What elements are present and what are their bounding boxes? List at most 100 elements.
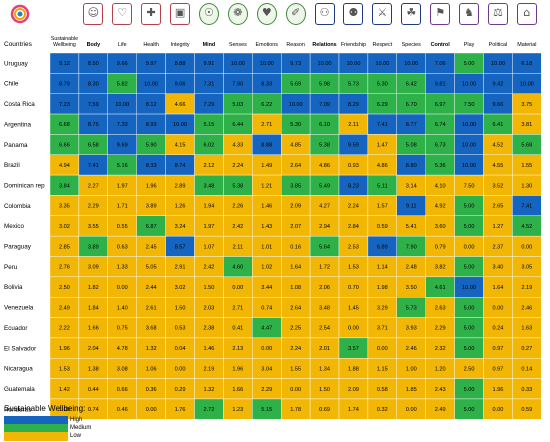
cell-value-paraguay-relations: 5.64 <box>319 244 330 250</box>
cell-value-mexico-senses: 2.42 <box>232 224 243 230</box>
cell-value-uruguay-play: 5.00 <box>464 61 475 67</box>
cell-value-peru-material: 3.05 <box>521 265 532 271</box>
cell-value-brazil-life: 5.16 <box>117 163 128 169</box>
cell-value-colombia-integrity: 1.26 <box>175 204 186 210</box>
cell-value-dominican-rep-play: 7.50 <box>464 183 475 189</box>
cell-value-paraguay-political: 2.37 <box>493 244 504 250</box>
cell-value-nicaragua-friendship: 1.88 <box>348 366 359 372</box>
cell-value-honduras-respect: 0.32 <box>377 407 388 413</box>
cell-value-panama-play: 10.00 <box>462 143 476 149</box>
cell-value-colombia-material: 7.41 <box>521 204 532 210</box>
cell-value-colombia-reason: 2.09 <box>290 204 301 210</box>
row-label-el-salvador: El Salvador <box>4 345 36 352</box>
cell-value-honduras-emotions: 5.15 <box>261 407 272 413</box>
cell-value-panama-political: 4.52 <box>493 143 504 149</box>
cell-value-colombia-life: 1.71 <box>117 204 128 210</box>
cell-value-peru-political: 3.40 <box>493 265 504 271</box>
cell-value-brazil-senses: 2.24 <box>232 163 243 169</box>
cell-value-dominican-rep-species: 3.14 <box>406 183 417 189</box>
cell-value-venezuela-mind: 2.03 <box>204 305 215 311</box>
play-icon: ♞ <box>459 3 480 25</box>
cell-value-costa-rica-relations: 7.09 <box>319 102 330 108</box>
cell-value-costa-rica-body: 7.59 <box>88 102 99 108</box>
life-icon: ♡ <box>112 3 133 25</box>
cell-value-colombia-emotions: 1.46 <box>261 204 272 210</box>
cell-value-brazil-friendship: 0.93 <box>348 163 359 169</box>
cell-value-argentina-reason: 5.30 <box>290 122 301 128</box>
cell-value-paraguay-health: 2.45 <box>146 244 157 250</box>
cell-value-nicaragua-play: 2.50 <box>464 366 475 372</box>
political-icon: ⚖ <box>487 3 508 25</box>
cell-value-bolivia-friendship: 0.70 <box>348 285 359 291</box>
cell-value-paraguay-emotions: 1.01 <box>261 244 272 250</box>
cell-value-colombia-control: 4.92 <box>435 204 446 210</box>
column-header-play: Play <box>464 42 475 48</box>
cell-value-paraguay-friendship: 2.53 <box>348 244 359 250</box>
cell-value-honduras-species: 0.00 <box>406 407 417 413</box>
cell-value-brazil-play: 10.00 <box>462 163 476 169</box>
cell-value-peru-mind: 2.42 <box>204 265 215 271</box>
cell-value-venezuela-play: 5.00 <box>464 305 475 311</box>
cell-value-colombia-friendship: 2.24 <box>348 204 359 210</box>
column-header-respect: Respect <box>372 42 392 48</box>
cell-value-colombia-health: 3.89 <box>146 204 157 210</box>
cell-value-mexico-body: 3.55 <box>88 224 99 230</box>
cell-value-bolivia-integrity: 3.02 <box>175 285 186 291</box>
cell-value-panama-relations: 5.38 <box>319 143 330 149</box>
cell-value-argentina-friendship: 2.11 <box>348 122 358 128</box>
cell-value-panama-friendship: 9.59 <box>348 143 359 149</box>
cell-value-guatemala-health: 0.36 <box>146 387 157 393</box>
cell-value-honduras-friendship: 1.74 <box>348 407 359 413</box>
cell-value-el-salvador-integrity: 0.04 <box>175 346 186 352</box>
heatmap-cell-honduras-material <box>512 398 542 420</box>
cell-value-argentina-body: 8.75 <box>88 122 99 128</box>
cell-value-panama-control: 6.73 <box>435 143 446 149</box>
cell-value-guatemala-respect: 0.58 <box>377 387 388 393</box>
row-label-honduras: Honduras <box>4 406 31 413</box>
cell-value-el-salvador-emotions: 0.00 <box>261 346 272 352</box>
cell-value-nicaragua-respect: 1.15 <box>377 366 388 372</box>
cell-value-bolivia-species: 3.50 <box>406 285 417 291</box>
legend-swatch-medium <box>4 424 68 433</box>
cell-value-ecuador-species: 3.93 <box>406 326 417 332</box>
relations-icon: ⚇ <box>314 3 335 25</box>
cell-value-bolivia-health: 2.44 <box>146 285 157 291</box>
cell-value-ecuador-reason: 2.25 <box>290 326 301 332</box>
cell-value-panama-health: 5.90 <box>146 143 157 149</box>
cell-value-costa-rica-material: 3.75 <box>521 102 532 108</box>
cell-value-mexico-sustainable-wellbeing: 3.02 <box>59 224 70 230</box>
cell-value-chile-reason: 5.69 <box>290 82 301 88</box>
legend-label-medium: Medium <box>70 425 92 431</box>
cell-value-honduras-reason: 1.78 <box>290 407 301 413</box>
cell-value-guatemala-species: 1.85 <box>406 387 417 393</box>
cell-value-uruguay-friendship: 10.00 <box>346 61 360 67</box>
cell-value-chile-friendship: 5.73 <box>348 82 359 88</box>
cell-value-peru-control: 3.82 <box>435 265 446 271</box>
cell-value-uruguay-integrity: 8.88 <box>175 61 186 67</box>
cell-value-nicaragua-body: 1.38 <box>88 366 99 372</box>
cell-value-dominican-rep-respect: 5.11 <box>377 183 387 189</box>
cell-value-peru-body: 3.09 <box>88 265 99 271</box>
cell-value-mexico-respect: 0.59 <box>377 224 388 230</box>
cell-value-el-salvador-sustainable-wellbeing: 1.96 <box>59 346 70 352</box>
cell-value-colombia-sustainable-wellbeing: 3.35 <box>59 204 70 210</box>
cell-value-dominican-rep-control: 4.10 <box>435 183 446 189</box>
cell-value-bolivia-political: 1.64 <box>493 285 504 291</box>
cell-value-bolivia-relations: 2.06 <box>319 285 330 291</box>
cell-value-venezuela-material: 2.46 <box>521 305 532 311</box>
cell-value-paraguay-respect: 6.89 <box>377 244 388 250</box>
cell-value-argentina-play: 10.00 <box>462 122 476 128</box>
cell-value-uruguay-body: 8.50 <box>88 61 99 67</box>
cell-value-costa-rica-life: 10.00 <box>115 102 129 108</box>
cell-value-colombia-senses: 2.26 <box>232 204 243 210</box>
cell-value-el-salvador-health: 1.32 <box>146 346 157 352</box>
cell-value-mexico-relations: 2.94 <box>319 224 330 230</box>
row-label-brazil: Brazil <box>4 162 20 169</box>
cell-value-chile-species: 6.42 <box>406 82 417 88</box>
cell-value-venezuela-reason: 2.64 <box>290 305 301 311</box>
cell-value-colombia-political: 2.65 <box>493 204 504 210</box>
column-header-sustainable-wellbeing-line1: Sustainable <box>51 36 78 42</box>
species-icon: ☘ <box>401 3 422 25</box>
cell-value-mexico-integrity: 3.24 <box>175 224 186 230</box>
cell-value-brazil-health: 8.33 <box>146 163 157 169</box>
